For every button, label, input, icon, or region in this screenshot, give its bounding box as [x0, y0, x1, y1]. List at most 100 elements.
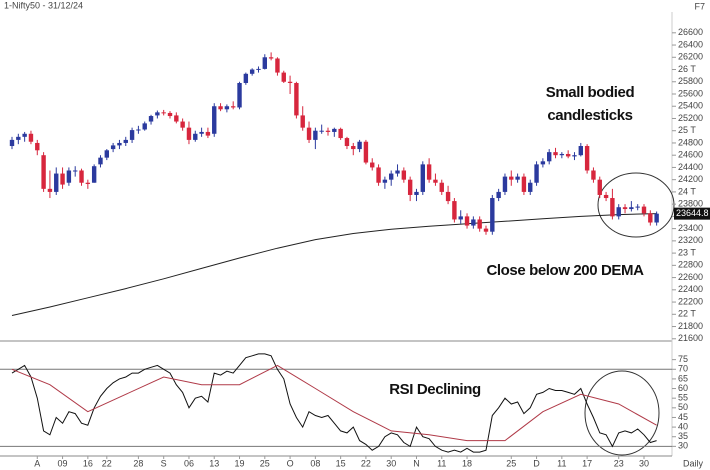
candle-body	[515, 176, 520, 180]
dema-line	[11, 213, 657, 316]
candle-body	[534, 164, 539, 183]
x-tick-label: 22	[102, 458, 112, 468]
x-tick-label: 15	[336, 458, 346, 468]
candle-body	[256, 68, 261, 70]
annotation: candlesticks	[547, 107, 632, 124]
y-tick-label: 23200	[678, 235, 703, 245]
candle-body	[458, 216, 463, 220]
y-tick-label: 26200	[678, 52, 703, 62]
candle-body	[41, 155, 46, 189]
candle-body	[616, 207, 621, 217]
x-tick-label: 30	[386, 458, 396, 468]
y-tick-label: 23 T	[678, 247, 696, 257]
annotation: Small bodied	[546, 84, 635, 101]
candle-body	[641, 206, 647, 214]
candle-body	[110, 145, 116, 150]
candle-body	[584, 146, 590, 171]
highlight-ellipse	[597, 172, 675, 238]
y-tick-label: 30	[678, 441, 688, 451]
candle-body	[344, 138, 350, 147]
y-tick-label: 21800	[678, 321, 703, 331]
candle-body	[22, 133, 27, 137]
candle-body	[363, 141, 369, 163]
candle-body	[237, 82, 242, 108]
y-tick-label: 24200	[678, 174, 703, 184]
candle-body	[319, 130, 324, 132]
candle-body	[496, 191, 501, 199]
y-tick-label: 24400	[678, 162, 703, 172]
candle-body	[420, 164, 425, 192]
x-tick-label: 23	[614, 458, 624, 468]
candle-body	[490, 198, 495, 232]
y-tick-label: 23800	[678, 199, 703, 209]
candle-body	[629, 207, 634, 210]
candle-body	[249, 69, 255, 74]
x-tick-label: 28	[133, 458, 143, 468]
y-tick-label: 22200	[678, 296, 703, 306]
candle-body	[193, 133, 198, 140]
y-tick-label: 50	[678, 402, 688, 412]
x-tick-label: 13	[209, 458, 219, 468]
candle-body	[477, 219, 482, 229]
candle-body	[370, 162, 375, 168]
y-tick-label: 25600	[678, 88, 703, 98]
candle-body	[572, 155, 577, 157]
candle-body	[129, 130, 135, 140]
candle-body	[231, 106, 236, 108]
candle-body	[47, 188, 53, 192]
candle-body	[306, 127, 312, 140]
x-tick-label: 08	[310, 458, 320, 468]
y-tick-label: 26 T	[678, 64, 696, 74]
candle-body	[376, 167, 381, 183]
candle-body	[73, 170, 78, 172]
x-tick-label: S	[161, 458, 167, 468]
candle-body	[547, 152, 552, 162]
frequency-label: Daily	[683, 458, 704, 468]
candle-body	[351, 146, 356, 150]
x-tick-label: A	[34, 458, 40, 468]
y-tick-label: 26400	[678, 39, 703, 49]
y-tick-label: 35	[678, 431, 688, 441]
x-tick-label: N	[413, 458, 420, 468]
y-tick-label: 22600	[678, 272, 703, 282]
candle-body	[199, 131, 204, 134]
x-tick-label: 09	[58, 458, 68, 468]
rsi-line	[11, 353, 657, 453]
y-tick-label: 24 T	[678, 186, 696, 196]
candle-body	[407, 179, 413, 195]
candle-body	[648, 213, 653, 223]
candle-body	[414, 191, 419, 195]
candle-body	[262, 57, 267, 69]
candle-body	[338, 128, 343, 139]
candle-body	[66, 170, 72, 183]
y-tick-label: 60	[678, 383, 688, 393]
candle-body	[155, 112, 160, 116]
candle-body	[464, 216, 470, 226]
candle-body	[578, 146, 583, 156]
x-tick-label: 06	[184, 458, 194, 468]
candle-body	[357, 141, 362, 150]
x-tick-label: 11	[557, 458, 566, 468]
y-tick-label: 21600	[678, 333, 703, 343]
candle-body	[313, 130, 318, 140]
x-tick-label: D	[533, 458, 540, 468]
candle-body	[243, 73, 249, 83]
candle-body	[205, 131, 211, 136]
candle-body	[521, 176, 527, 192]
candle-body	[610, 198, 615, 217]
y-tick-label: 55	[678, 393, 688, 403]
candle-body	[117, 142, 122, 146]
candle-body	[98, 157, 103, 165]
candle-body	[591, 170, 596, 180]
y-tick-label: 22400	[678, 284, 703, 294]
candle-body	[28, 133, 34, 142]
candle-body	[79, 170, 84, 183]
candle-body	[136, 129, 141, 131]
x-tick-label: 18	[462, 458, 472, 468]
candle-body	[540, 161, 546, 165]
candle-body	[401, 170, 407, 180]
last-price-box	[674, 207, 710, 220]
candle-body	[597, 179, 602, 195]
candle-body	[528, 182, 533, 192]
